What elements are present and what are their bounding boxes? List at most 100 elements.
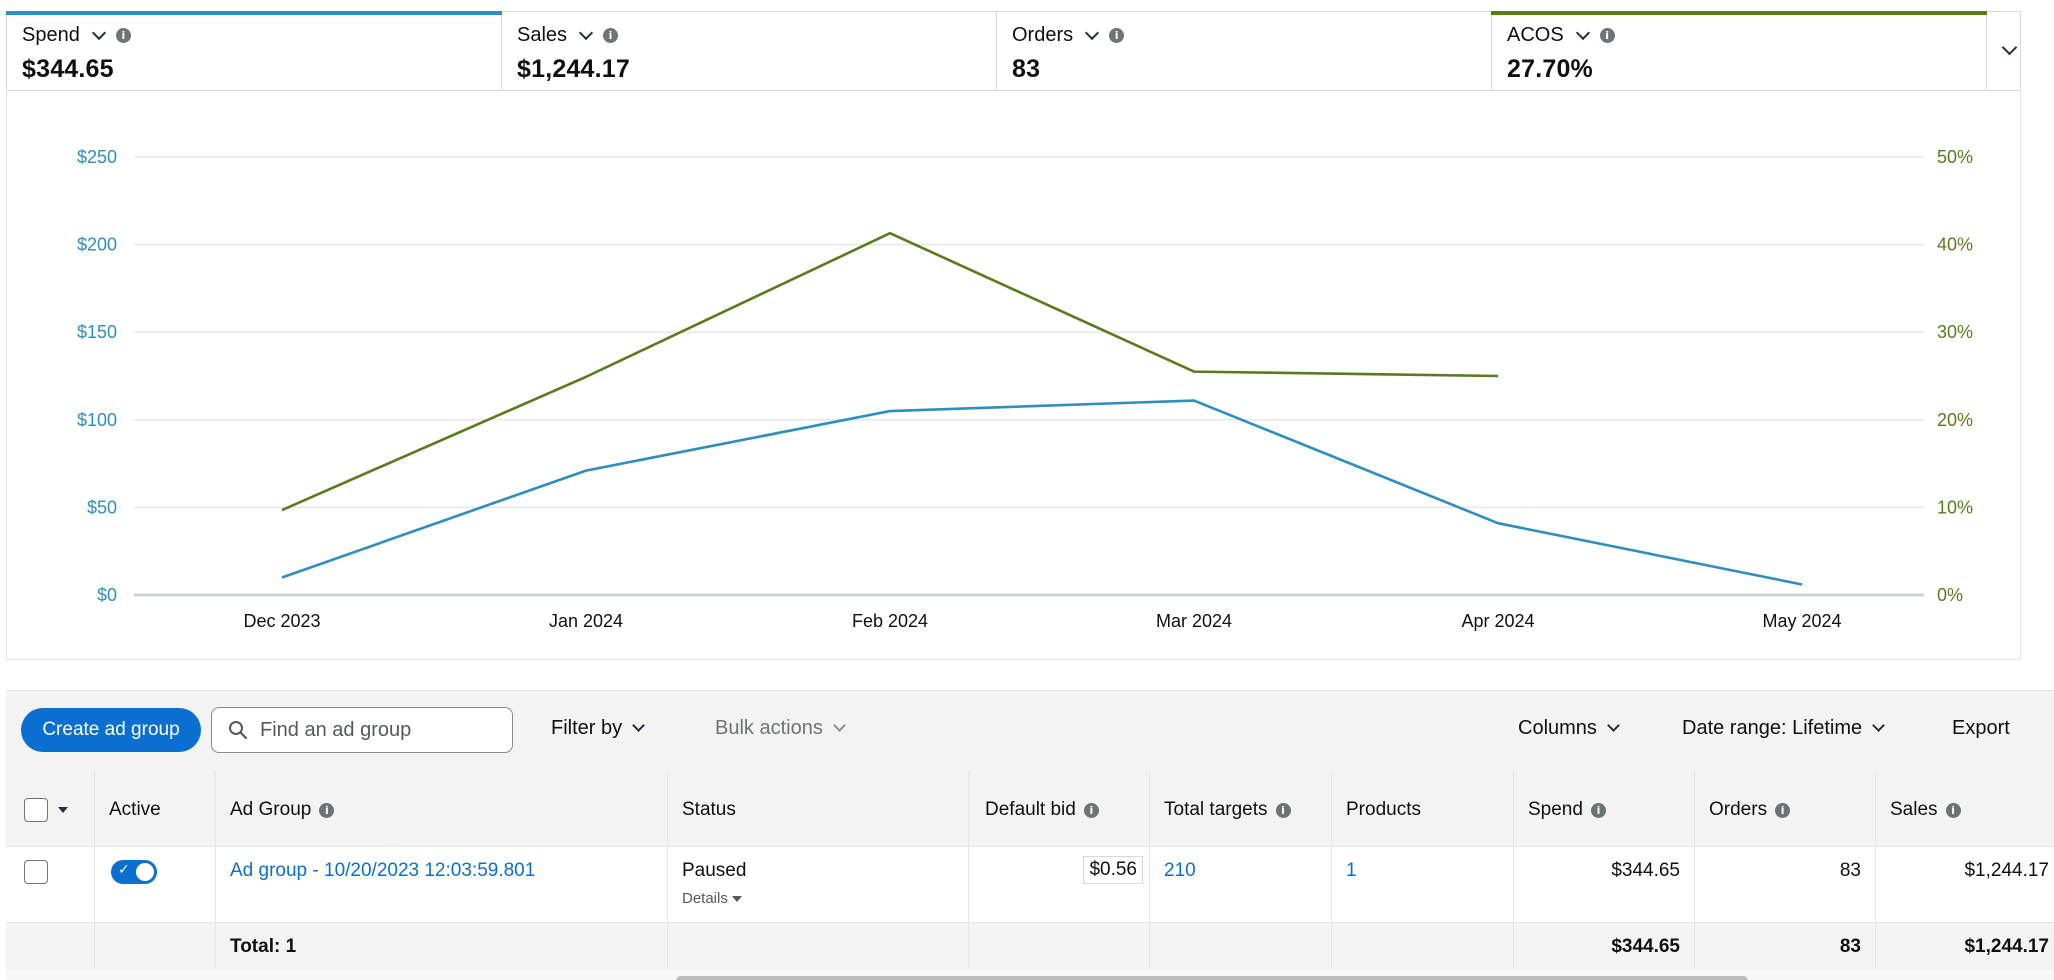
series-line-spend bbox=[281, 399, 1803, 586]
info-icon[interactable]: i bbox=[1109, 28, 1125, 43]
header-spend[interactable]: Spend i bbox=[1514, 770, 1695, 846]
header-products[interactable]: Products bbox=[1332, 770, 1514, 846]
export-button[interactable]: Export bbox=[1952, 717, 2010, 740]
search-icon bbox=[229, 721, 248, 740]
metric-value: 27.70% bbox=[1507, 55, 1593, 83]
header-sales[interactable]: Sales i bbox=[1876, 770, 2054, 846]
total-orders-value: 83 bbox=[1839, 935, 1861, 957]
chevron-down-icon bbox=[832, 719, 846, 732]
total-empty-cell bbox=[668, 923, 969, 970]
info-icon[interactable]: i bbox=[1590, 802, 1606, 818]
spend-cell: $344.65 bbox=[1514, 847, 1695, 922]
info-icon[interactable]: i bbox=[1599, 28, 1615, 43]
sales-value: $1,244.17 bbox=[1964, 860, 2049, 881]
metric-value: $1,244.17 bbox=[517, 55, 631, 83]
header-label: Ad Group bbox=[230, 799, 312, 820]
total-sales-value: $1,244.17 bbox=[1964, 935, 2049, 957]
default-bid-cell: $0.56 bbox=[969, 847, 1150, 922]
horizontal-scrollbar[interactable] bbox=[6, 969, 2054, 980]
header-default-bid[interactable]: Default bid i bbox=[969, 770, 1150, 846]
details-label: Details bbox=[682, 890, 728, 907]
x-axis-tick-label: Feb 2024 bbox=[852, 611, 928, 631]
filter-by-label: Filter by bbox=[551, 717, 623, 739]
right-axis-tick-label: 0% bbox=[1937, 585, 1963, 605]
create-ad-group-button[interactable]: Create ad group bbox=[21, 708, 201, 752]
info-icon[interactable]: i bbox=[319, 802, 335, 818]
chevron-down-icon[interactable] bbox=[578, 25, 594, 40]
export-label: Export bbox=[1952, 717, 2010, 739]
row-checkbox[interactable] bbox=[24, 860, 48, 884]
header-label: Status bbox=[682, 799, 736, 820]
table-row: ✓ Ad group - 10/20/2023 12:03:59.801 Pau… bbox=[6, 847, 2054, 923]
metric-tabs: Spend i $344.65 Sales i $1,244.17 Orders… bbox=[6, 11, 2021, 91]
total-empty-cell bbox=[1150, 923, 1332, 970]
info-icon[interactable]: i bbox=[1775, 802, 1791, 818]
search-box[interactable] bbox=[211, 707, 513, 753]
header-status[interactable]: Status bbox=[668, 770, 969, 846]
date-range-dropdown[interactable]: Date range: Lifetime bbox=[1682, 717, 1887, 740]
metric-tab-spend[interactable]: Spend i $344.65 bbox=[6, 11, 502, 90]
toggle-knob bbox=[136, 863, 154, 881]
sales-cell: $1,244.17 bbox=[1876, 847, 2054, 922]
left-axis-tick-label: $150 bbox=[77, 322, 117, 342]
left-axis-tick-label: $0 bbox=[97, 585, 117, 605]
orders-value: 83 bbox=[1839, 860, 1861, 881]
filter-by-dropdown[interactable]: Filter by bbox=[551, 717, 647, 740]
x-axis-tick-label: Apr 2024 bbox=[1461, 611, 1534, 631]
total-label: Total: 1 bbox=[230, 935, 297, 957]
info-icon[interactable]: i bbox=[1083, 802, 1099, 818]
ad-group-link[interactable]: Ad group - 10/20/2023 12:03:59.801 bbox=[230, 860, 536, 881]
spend-value: $344.65 bbox=[1611, 860, 1680, 881]
status-cell: Paused Details bbox=[668, 847, 969, 922]
header-label: Spend bbox=[1528, 799, 1583, 820]
date-range-label: Date range: Lifetime bbox=[1682, 717, 1863, 739]
metric-tab-acos[interactable]: ACOS i 27.70% bbox=[1491, 11, 1987, 90]
right-axis-tick-label: 40% bbox=[1937, 235, 1973, 255]
default-bid-input[interactable]: $0.56 bbox=[1083, 856, 1143, 884]
products-link[interactable]: 1 bbox=[1346, 860, 1357, 881]
total-empty-cell bbox=[1332, 923, 1514, 970]
table-toolbar: Create ad group Filter by Bulk actions C… bbox=[6, 690, 2054, 770]
metric-tab-sales[interactable]: Sales i $1,244.17 bbox=[502, 12, 997, 90]
right-axis-tick-label: 20% bbox=[1937, 410, 1973, 430]
info-icon[interactable]: i bbox=[1945, 802, 1961, 818]
products-cell: 1 bbox=[1332, 847, 1514, 922]
expand-metrics-button[interactable] bbox=[1995, 37, 2021, 63]
right-axis-tick-label: 10% bbox=[1937, 497, 1973, 517]
horizontal-scrollbar-thumb[interactable] bbox=[676, 976, 1748, 980]
header-total-targets[interactable]: Total targets i bbox=[1150, 770, 1332, 846]
info-icon[interactable]: i bbox=[115, 28, 131, 43]
metric-value: $344.65 bbox=[22, 55, 114, 83]
info-icon[interactable]: i bbox=[603, 28, 619, 43]
caret-down-icon[interactable] bbox=[58, 807, 68, 813]
search-input[interactable] bbox=[260, 718, 500, 742]
header-label: Active bbox=[109, 799, 161, 820]
table-header-row: Active Ad Group i Status Default bid i T… bbox=[6, 770, 2054, 847]
chevron-down-icon[interactable] bbox=[1085, 25, 1100, 40]
performance-chart: $0 0% $50 10% $100 20% $150 30% $200 40% $250 50% De… bbox=[6, 90, 2021, 660]
header-active[interactable]: Active bbox=[95, 770, 216, 846]
header-ad-group[interactable]: Ad Group i bbox=[216, 770, 668, 846]
chevron-down-icon[interactable] bbox=[1575, 25, 1590, 40]
info-icon[interactable]: i bbox=[1275, 802, 1291, 818]
chevron-down-icon[interactable] bbox=[91, 25, 106, 40]
right-axis-tick-label: 30% bbox=[1937, 322, 1973, 342]
bulk-actions-label: Bulk actions bbox=[715, 717, 823, 739]
total-spend-cell: $344.65 bbox=[1514, 923, 1695, 970]
total-orders-cell: 83 bbox=[1695, 923, 1876, 970]
series-line-acos bbox=[281, 231, 1499, 512]
x-axis-tick-label: Mar 2024 bbox=[1156, 611, 1232, 631]
active-toggle[interactable]: ✓ bbox=[111, 860, 157, 884]
chevron-down-icon bbox=[1607, 719, 1620, 732]
metric-tab-orders[interactable]: Orders i 83 bbox=[997, 12, 1492, 90]
orders-cell: 83 bbox=[1695, 847, 1876, 922]
select-all-checkbox[interactable] bbox=[24, 798, 48, 822]
status-text: Paused bbox=[682, 860, 747, 881]
header-orders[interactable]: Orders i bbox=[1695, 770, 1876, 846]
bulk-actions-dropdown[interactable]: Bulk actions bbox=[715, 717, 848, 740]
total-targets-link[interactable]: 210 bbox=[1164, 860, 1196, 881]
total-targets-cell: 210 bbox=[1150, 847, 1332, 922]
details-dropdown[interactable]: Details bbox=[682, 890, 954, 907]
columns-dropdown[interactable]: Columns bbox=[1518, 717, 1622, 740]
header-label: Products bbox=[1346, 799, 1421, 820]
